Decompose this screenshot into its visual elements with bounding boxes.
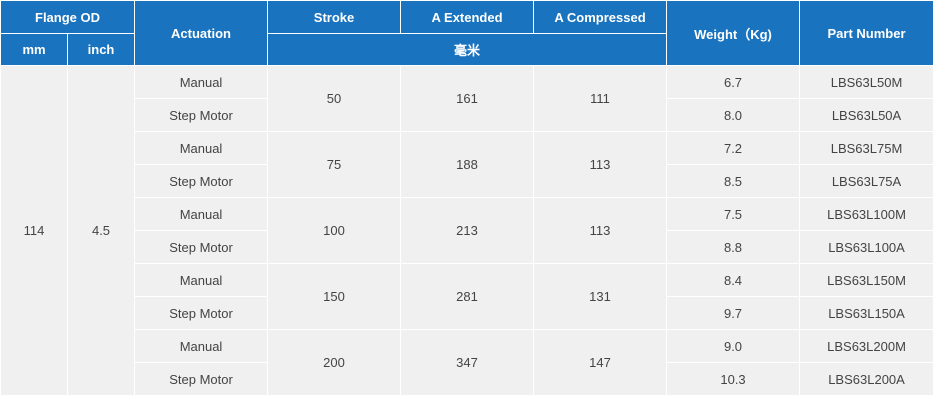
table-row: Step Motor 9.7 LBS63L150A: [1, 296, 933, 330]
cell-actuation: Manual: [134, 329, 269, 363]
cell-actuation: Step Motor: [134, 164, 269, 198]
cell-part-number: LBS63L50A: [799, 98, 933, 132]
cell-part-number: LBS63L75A: [799, 164, 933, 198]
cell-weight: 7.5: [666, 197, 801, 231]
cell-weight: 9.7: [666, 296, 801, 330]
table-row: Step Motor 8.8 LBS63L100A: [1, 230, 933, 264]
table-row: Step Motor 8.0 LBS63L50A: [1, 98, 933, 132]
cell-flange-mm: 114: [0, 65, 68, 396]
header-inch: inch: [66, 33, 136, 66]
cell-weight: 8.0: [666, 98, 801, 132]
cell-part-number: LBS63L75M: [799, 131, 933, 165]
cell-part-number: LBS63L150M: [799, 263, 933, 297]
header-actuation: Actuation: [134, 0, 269, 66]
cell-a-extended: 281: [400, 263, 535, 330]
cell-weight: 7.2: [666, 131, 801, 165]
cell-a-compressed: 113: [533, 131, 668, 198]
header-a-extended: A Extended: [400, 0, 535, 34]
table-row: Step Motor 8.5 LBS63L75A: [1, 164, 933, 198]
cell-a-compressed: 131: [533, 263, 668, 330]
cell-a-compressed: 113: [533, 197, 668, 264]
cell-actuation: Manual: [134, 197, 269, 231]
cell-part-number: LBS63L200A: [799, 362, 933, 396]
cell-stroke: 75: [267, 131, 402, 198]
cell-weight: 8.8: [666, 230, 801, 264]
table-row: Manual 100 213 113 7.5 LBS63L100M: [1, 197, 933, 264]
header-weight: Weight（Kg): [666, 0, 801, 66]
table-header: Flange OD Actuation Stroke A Extended A …: [0, 0, 933, 66]
cell-weight: 6.7: [666, 65, 801, 99]
cell-actuation: Manual: [134, 263, 269, 297]
cell-actuation: Step Motor: [134, 230, 269, 264]
table-body: 114 4.5 Manual 50 161 111 6.7 LBS63L50M …: [0, 65, 933, 396]
cell-stroke: 50: [267, 65, 402, 132]
header-unit-label: 毫米: [267, 33, 668, 66]
cell-actuation: Step Motor: [134, 98, 269, 132]
cell-a-extended: 188: [400, 131, 535, 198]
cell-stroke: 100: [267, 197, 402, 264]
table-row: Manual 200 347 147 9.0 LBS63L200M: [1, 329, 933, 396]
table-row: Manual 150 281 131 8.4 LBS63L150M: [1, 263, 933, 330]
header-part-number: Part Number: [799, 0, 933, 66]
header-row: Flange OD Actuation Stroke A Extended A …: [0, 0, 933, 66]
cell-weight: 10.3: [666, 362, 801, 396]
cell-actuation: Manual: [134, 65, 269, 99]
cell-a-extended: 347: [400, 329, 535, 396]
cell-stroke: 200: [267, 329, 402, 396]
cell-stroke: 150: [267, 263, 402, 330]
cell-actuation: Manual: [134, 131, 269, 165]
cell-weight: 8.4: [666, 263, 801, 297]
cell-weight: 9.0: [666, 329, 801, 363]
header-stroke: Stroke: [267, 0, 402, 34]
cell-a-extended: 213: [400, 197, 535, 264]
cell-a-compressed: 111: [533, 65, 668, 132]
table-row: Step Motor 10.3 LBS63L200A: [1, 362, 933, 396]
cell-part-number: LBS63L150A: [799, 296, 933, 330]
cell-actuation: Step Motor: [134, 296, 269, 330]
cell-weight: 8.5: [666, 164, 801, 198]
table-row: 114 4.5 Manual 50 161 111 6.7 LBS63L50M: [0, 65, 933, 396]
cell-flange-inch: 4.5: [66, 65, 136, 396]
header-mm: mm: [0, 33, 68, 66]
cell-a-extended: 161: [400, 65, 535, 132]
cell-actuation: Step Motor: [134, 362, 269, 396]
header-flange-od: Flange OD: [0, 0, 136, 34]
table-row: Manual 75 188 113 7.2 LBS63L75M: [1, 131, 933, 198]
cell-part-number: LBS63L100M: [799, 197, 933, 231]
cell-a-compressed: 147: [533, 329, 668, 396]
header-a-compressed: A Compressed: [533, 0, 668, 34]
cell-part-number: LBS63L50M: [799, 65, 933, 99]
cell-part-number: LBS63L200M: [799, 329, 933, 363]
cell-part-number: LBS63L100A: [799, 230, 933, 264]
